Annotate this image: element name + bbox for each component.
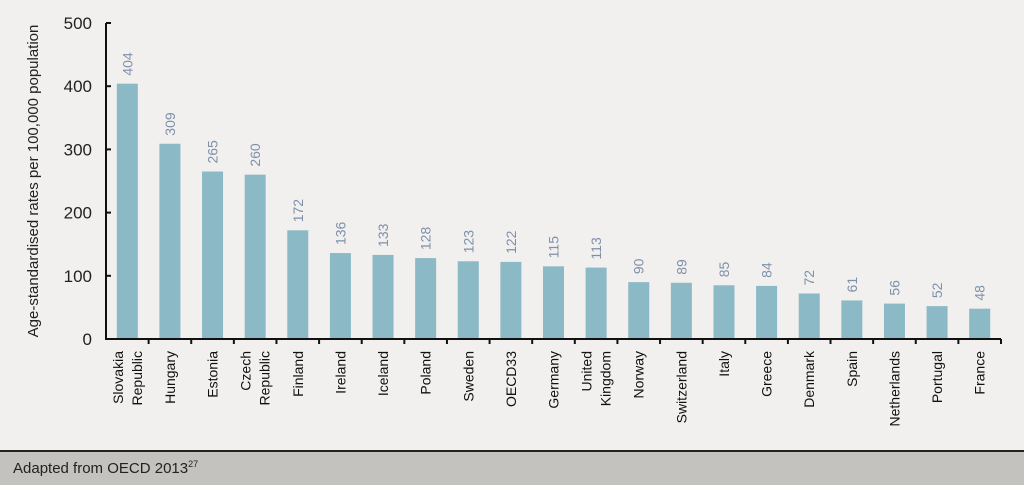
data-label: 115 bbox=[546, 236, 562, 259]
data-label: 260 bbox=[247, 143, 263, 167]
x-tick-label: Switzerland bbox=[673, 351, 689, 423]
bar bbox=[628, 282, 650, 339]
data-label: 128 bbox=[418, 227, 434, 251]
bar-chart: Age-standardised rates per 100,000 popul… bbox=[25, 14, 1002, 427]
bar bbox=[926, 306, 948, 339]
x-tick-label: Denmark bbox=[801, 350, 817, 408]
data-label: 90 bbox=[631, 258, 647, 274]
bar bbox=[500, 261, 522, 339]
x-tick-label: Iceland bbox=[375, 351, 391, 396]
bar bbox=[543, 266, 564, 339]
x-tick-label: Slovakia bbox=[110, 351, 126, 404]
source-superscript: 27 bbox=[188, 459, 199, 469]
x-tick-label: Spain bbox=[844, 351, 860, 387]
data-label: 133 bbox=[375, 223, 391, 247]
bar bbox=[841, 300, 863, 339]
data-label: 265 bbox=[205, 140, 221, 164]
data-label: 56 bbox=[886, 280, 902, 296]
y-tick-label: 100 bbox=[64, 267, 92, 286]
data-label: 309 bbox=[162, 112, 178, 136]
x-tick-label: Finland bbox=[290, 351, 306, 397]
data-label: 122 bbox=[503, 230, 519, 254]
x-tick-label: Greece bbox=[759, 351, 775, 397]
x-tick-label: Republic bbox=[129, 351, 145, 405]
data-label: 52 bbox=[929, 282, 945, 298]
x-tick-label: Hungary bbox=[162, 351, 178, 404]
data-label: 48 bbox=[972, 285, 988, 301]
bar bbox=[372, 254, 394, 339]
data-label: 61 bbox=[844, 277, 860, 293]
bar bbox=[585, 267, 607, 339]
bar bbox=[329, 253, 351, 339]
x-tick-label: Kingdom bbox=[598, 351, 614, 406]
data-label: 404 bbox=[119, 52, 135, 76]
x-tick-label: Estonia bbox=[205, 351, 221, 398]
bar bbox=[883, 303, 905, 339]
x-tick-label: Italy bbox=[716, 351, 732, 377]
x-tick-label: Czech bbox=[238, 351, 254, 391]
x-tick-label: Poland bbox=[418, 351, 434, 395]
source-note: Adapted from OECD 201327 bbox=[13, 459, 198, 477]
y-tick-label: 0 bbox=[83, 330, 92, 349]
bar bbox=[116, 83, 138, 339]
source-text: Adapted from OECD 2013 bbox=[13, 460, 189, 477]
data-label: 113 bbox=[588, 237, 604, 260]
bar bbox=[244, 174, 266, 339]
bar bbox=[713, 285, 735, 339]
y-tick-label: 500 bbox=[64, 14, 92, 33]
x-tick-label: Ireland bbox=[332, 351, 348, 394]
bar bbox=[798, 293, 820, 339]
x-tick-label: Norway bbox=[631, 351, 647, 398]
x-tick-label: United bbox=[579, 351, 595, 391]
bar bbox=[287, 230, 309, 339]
bar bbox=[457, 261, 479, 339]
bar bbox=[202, 171, 224, 339]
y-tick-label: 400 bbox=[64, 77, 92, 96]
y-axis-label: Age-standardised rates per 100,000 popul… bbox=[25, 25, 42, 338]
bar bbox=[670, 282, 692, 339]
x-tick-label: Netherlands bbox=[886, 351, 902, 427]
x-tick-label: OECD33 bbox=[503, 351, 519, 407]
data-label: 84 bbox=[759, 262, 775, 278]
bar bbox=[969, 308, 991, 339]
data-label: 172 bbox=[290, 199, 306, 223]
data-label: 89 bbox=[673, 259, 689, 275]
bar bbox=[415, 258, 437, 339]
x-tick-label: Sweden bbox=[460, 351, 476, 402]
x-tick-label: Republic bbox=[257, 351, 273, 405]
source-footer: Adapted from OECD 201327 bbox=[0, 450, 1024, 485]
data-label: 72 bbox=[801, 270, 817, 286]
data-label: 123 bbox=[460, 230, 476, 254]
data-label: 85 bbox=[716, 261, 732, 277]
y-tick-label: 200 bbox=[64, 204, 92, 223]
bar bbox=[159, 143, 181, 339]
y-tick-label: 300 bbox=[64, 140, 92, 159]
x-tick-label: France bbox=[972, 351, 988, 395]
bar bbox=[756, 285, 778, 339]
x-tick-label: Portugal bbox=[929, 351, 945, 403]
x-tick-label: Germany bbox=[546, 351, 562, 409]
data-label: 136 bbox=[332, 221, 348, 245]
